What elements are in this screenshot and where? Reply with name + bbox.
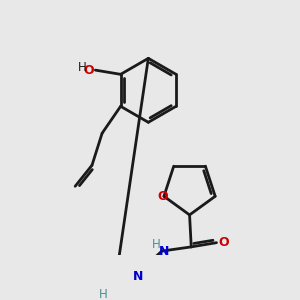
Text: O: O bbox=[218, 236, 229, 249]
Text: N: N bbox=[159, 244, 169, 258]
Text: H: H bbox=[152, 238, 161, 251]
Text: N: N bbox=[133, 270, 143, 283]
Text: H: H bbox=[98, 287, 107, 300]
Text: O: O bbox=[83, 64, 94, 76]
Text: O: O bbox=[157, 190, 168, 203]
Text: H: H bbox=[77, 61, 86, 74]
